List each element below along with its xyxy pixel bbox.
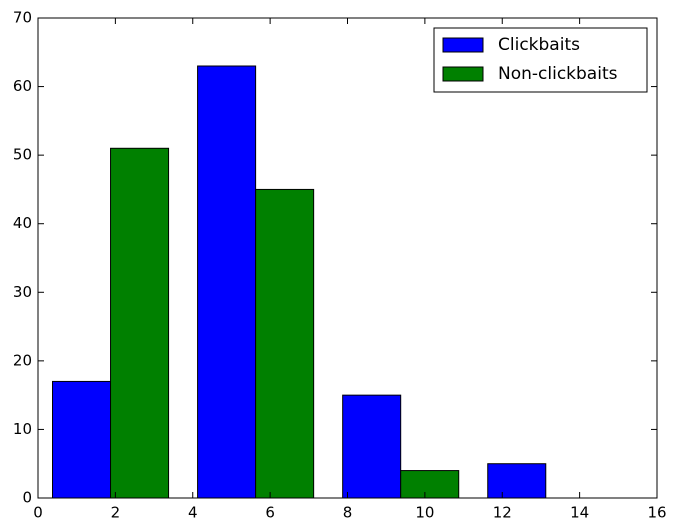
y-tick-label: 40 — [13, 214, 32, 232]
bar — [342, 394, 402, 499]
bar — [110, 147, 170, 499]
x-tick-label: 6 — [265, 504, 275, 522]
y-tick-label: 10 — [13, 420, 32, 438]
x-tick-label: 0 — [33, 504, 43, 522]
y-tick-label: 50 — [13, 146, 32, 164]
x-tick-label: 2 — [111, 504, 121, 522]
y-tick-label: 30 — [13, 283, 32, 301]
x-tick-label: 10 — [415, 504, 434, 522]
x-tick-label: 16 — [647, 504, 666, 522]
legend-swatch — [442, 37, 484, 53]
x-tick-label: 12 — [493, 504, 512, 522]
bar — [487, 463, 547, 499]
x-tick-label: 14 — [570, 504, 589, 522]
y-tick-label: 70 — [13, 9, 32, 27]
bar — [52, 380, 112, 499]
y-tick-label: 0 — [22, 489, 32, 507]
bar — [400, 470, 460, 499]
x-tick-label: 4 — [188, 504, 198, 522]
legend-label: Non-clickbaits — [498, 64, 618, 84]
y-tick-label: 60 — [13, 77, 32, 95]
bar — [197, 65, 257, 499]
y-tick-label: 20 — [13, 351, 32, 369]
x-tick-label: 8 — [343, 504, 353, 522]
legend-swatch — [442, 66, 484, 82]
legend-label: Clickbaits — [498, 35, 580, 55]
bar — [255, 188, 315, 499]
